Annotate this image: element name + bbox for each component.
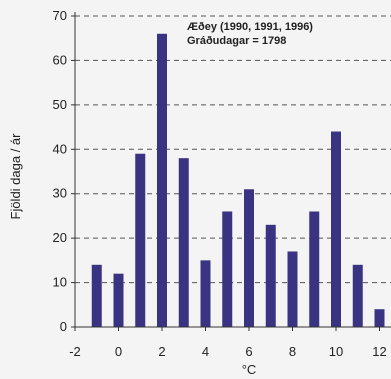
x-tick-label: 6	[245, 344, 252, 359]
x-tick-label: -2	[69, 344, 81, 359]
bar	[374, 309, 385, 327]
axes	[71, 12, 391, 331]
y-tick-label: 30	[53, 186, 67, 201]
y-tick-label: 40	[53, 141, 67, 156]
bar	[91, 264, 102, 327]
y-tick-label: 50	[53, 97, 67, 112]
y-tick-label: 60	[53, 52, 67, 67]
bar	[244, 189, 254, 327]
bar	[222, 211, 233, 327]
y-tick-label: 10	[53, 275, 67, 290]
y-tick-label: 70	[53, 8, 67, 23]
x-tick-label: 10	[329, 344, 343, 359]
bar	[178, 158, 189, 327]
bar	[135, 153, 146, 327]
x-axis-label: °C	[242, 362, 257, 377]
bar	[331, 131, 341, 327]
bar	[352, 264, 363, 327]
bar	[157, 33, 167, 328]
y-axis-label: Fjöldi daga / ár	[8, 133, 23, 220]
annotation-degree-days: Gráðudagar = 1798	[187, 35, 286, 47]
bar	[265, 224, 276, 327]
x-tick-label: 12	[372, 344, 386, 359]
bar	[113, 273, 124, 327]
x-tick-label: 2	[158, 344, 165, 359]
x-tick-label: 4	[202, 344, 209, 359]
bar	[287, 251, 298, 327]
gridlines	[75, 15, 391, 284]
y-tick-label: 0	[60, 319, 67, 334]
annotation-station: Æðey (1990, 1991, 1996)	[187, 21, 313, 33]
x-tick-label: 0	[115, 344, 122, 359]
y-tick-label: 20	[53, 230, 67, 245]
bar	[200, 260, 211, 327]
bar	[309, 211, 320, 327]
bars	[91, 33, 385, 328]
x-tick-label: 8	[289, 344, 296, 359]
